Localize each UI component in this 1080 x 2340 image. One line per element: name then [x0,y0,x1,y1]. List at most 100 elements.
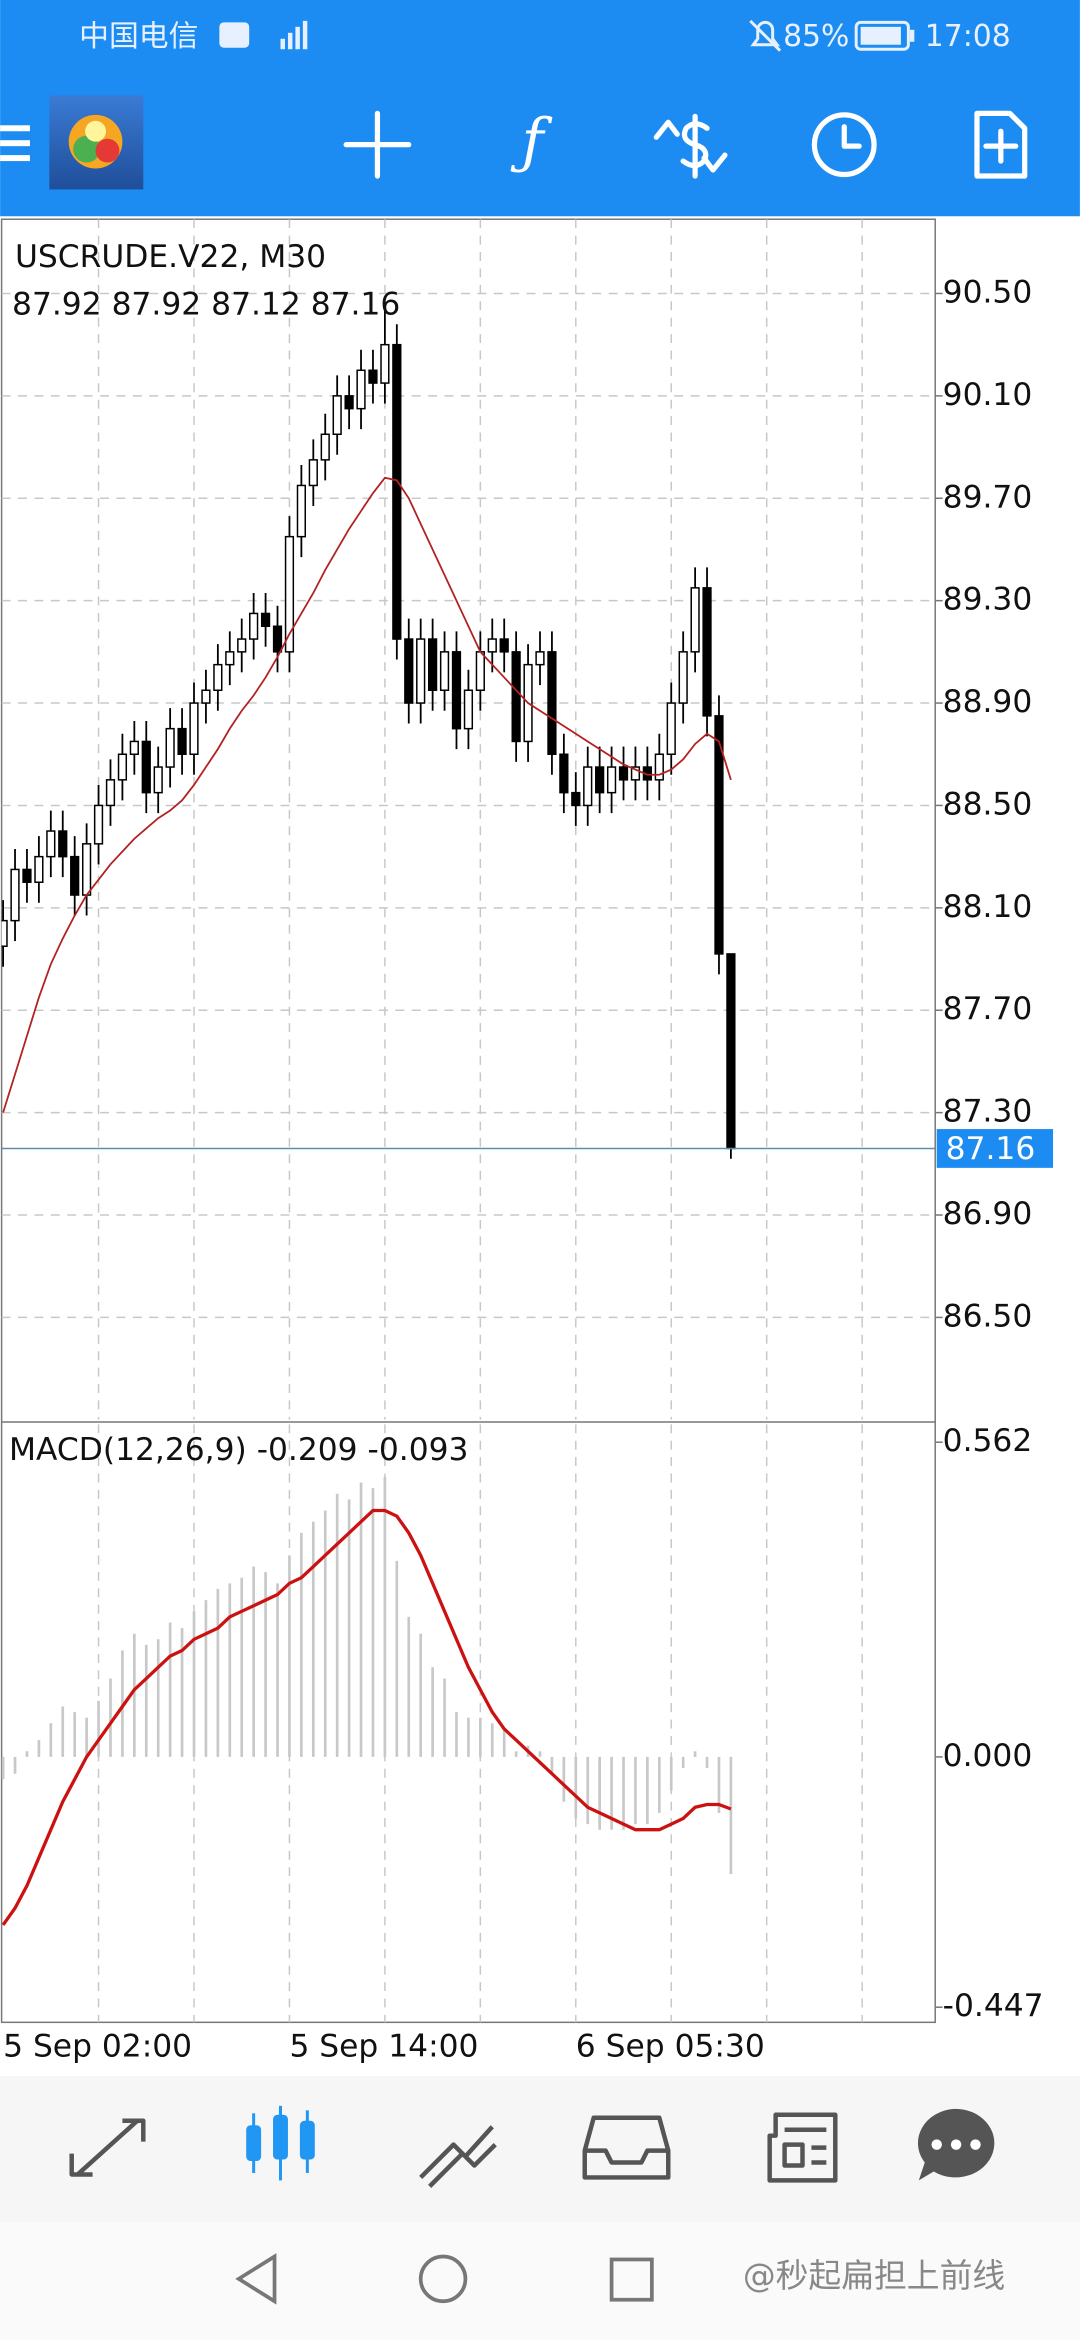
x-tick-label: 5 Sep 14:00 [289,2029,478,2065]
axes: 86.50 86.90 87.30 87.70 88.10 88.50 88.90 89.30… [3,274,1054,2065]
crosshair-button[interactable] [343,110,412,179]
candle-body [392,343,402,640]
candle-body [654,753,664,781]
new-order-button[interactable] [974,110,1028,179]
candle-body [606,766,617,794]
candle-body [439,651,450,691]
candle-body [571,791,581,807]
carrier: 中国电信 [79,19,198,54]
trade-button[interactable] [653,113,728,179]
macd-signal: -0.093 [368,1432,469,1468]
candle-body [201,689,211,704]
candle-body [487,638,497,653]
home-button[interactable] [418,2254,468,2304]
candle-body [666,702,676,755]
candle-body [10,868,20,922]
quotes-tab[interactable] [69,2118,146,2177]
candle-body [368,369,378,384]
history-button[interactable] [811,112,877,178]
candle-body [726,953,736,1150]
price-tag [936,1129,1054,1168]
candle-body [356,369,366,410]
chat-tab[interactable] [917,2108,995,2181]
candle-body [404,638,414,704]
y-tick-label: 89.30 [943,582,1033,618]
candle-body [344,395,354,410]
candle-body [380,343,390,384]
x-tick-label: 6 Sep 05:30 [576,2029,765,2065]
candle-body [535,651,545,666]
y-tick-label: 89.70 [943,479,1033,515]
mute-icon [749,19,782,52]
clock: 17:08 [925,19,1011,54]
low: 87.12 [211,287,301,323]
candle-body [225,651,235,666]
candle-body [332,395,342,436]
candle-body [595,766,605,794]
candle-body [34,855,44,883]
candle-body [153,766,163,794]
candle-body [260,612,271,627]
history-tab[interactable] [582,2115,671,2180]
y-tick-label: 86.90 [943,1196,1033,1232]
candle-body [416,638,426,704]
candle-body [105,779,116,807]
y-tick-label: 90.10 [943,377,1033,413]
candle-body [58,830,68,858]
y-tick-label: 0.000 [943,1738,1033,1774]
candle-body [630,766,641,781]
candle-body [427,638,438,691]
watermark: @秒起扁担上前线 [743,2257,1005,2295]
y-tick-label: 86.50 [943,1298,1033,1334]
y-tick-label: 87.70 [943,991,1033,1027]
y-tick-label: 0.562 [943,1423,1033,1459]
candle-body [165,727,175,768]
candle-body [547,651,557,755]
hd-icon [219,22,250,48]
open: 87.92 [12,287,102,323]
candle-body [177,727,187,755]
back-button[interactable] [235,2253,277,2305]
close: 87.16 [311,287,401,323]
candle-body [296,484,306,538]
app-icon[interactable] [49,95,144,190]
candle-body [451,651,462,730]
candle-body [678,651,688,704]
candle-body [22,868,32,883]
candle-body [618,766,629,781]
bottom-nav [0,2076,1080,2223]
candle-body [189,702,199,755]
y-tick-label: 88.10 [943,889,1033,925]
candle-body [129,740,139,755]
candle-body [141,740,151,794]
candle-body [714,715,724,955]
menu-button[interactable] [0,125,30,162]
candle-body [272,625,283,653]
high: 87.92 [112,287,202,323]
signal-icon [280,20,308,50]
y-tick-label: 88.90 [943,684,1033,720]
macd-panel [1,1424,863,2023]
candle-body [559,753,569,794]
recents-button[interactable] [609,2257,654,2302]
news-tab[interactable] [767,2112,838,2183]
candle-body [690,587,700,653]
candle-body [499,638,509,653]
trade-tab[interactable] [419,2125,497,2188]
candle-body [475,651,485,691]
candle-body [46,830,56,858]
macd-header: MACD(12,26,9) -0.209 -0.093 [9,1432,468,1468]
y-tick-label: 88.50 [943,786,1033,822]
candle-body [93,804,104,845]
candle-body [117,753,128,781]
battery-text: 85% [783,19,849,54]
candle-body [1,919,8,947]
candle-body [237,638,247,653]
candle-body [511,651,521,743]
candle-body [583,766,593,807]
chart-tab[interactable] [246,2105,315,2181]
candle-body [320,433,330,461]
price-tag-label: 87.16 [946,1131,1036,1167]
